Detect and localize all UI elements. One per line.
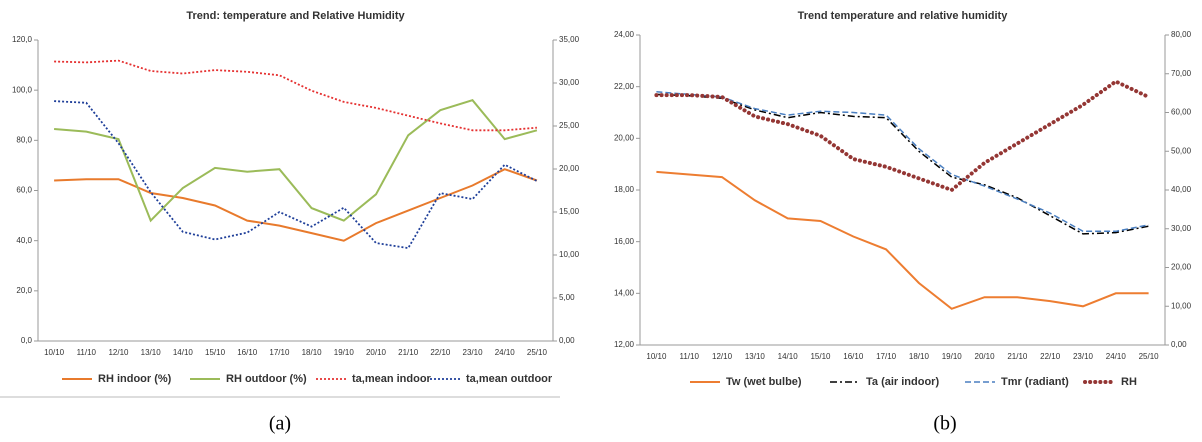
series-line [656, 170, 1149, 310]
series-line [656, 91, 1149, 233]
x-tick-label: 17/10 [269, 348, 290, 357]
series-line [54, 59, 537, 132]
y-tick-label: 30,00 [1171, 224, 1192, 233]
y-tick-label: 0,0 [21, 336, 33, 345]
y-tick-label: 5,00 [559, 293, 575, 302]
x-tick-label: 10/10 [44, 348, 65, 357]
y-tick-label: 10,00 [1171, 301, 1192, 310]
legend-label: Tmr (radiant) [1001, 376, 1069, 388]
y-tick-label: 25,00 [559, 121, 580, 130]
x-tick-label: 14/10 [778, 352, 799, 361]
y-tick-label: 24,00 [614, 30, 635, 39]
y-tick-label: 12,00 [614, 340, 635, 349]
y-tick-label: 60,0 [16, 186, 32, 195]
x-tick-label: 13/10 [141, 348, 162, 357]
y-tick-label: 20,00 [1171, 263, 1192, 272]
y-tick-label: 0,00 [559, 336, 575, 345]
chart-title: Trend temperature and relative humidity [798, 10, 1009, 22]
series-line [54, 100, 538, 250]
chart-title: Trend: temperature and Relative Humidity [186, 10, 405, 22]
x-tick-label: 22/10 [1040, 352, 1061, 361]
y-tick-label: 0,00 [1171, 340, 1187, 349]
x-tick-label: 16/10 [237, 348, 258, 357]
y-tick-label: 100,0 [12, 85, 33, 94]
x-tick-label: 15/10 [205, 348, 226, 357]
series-line [656, 93, 1149, 235]
x-tick-label: 18/10 [302, 348, 323, 357]
x-tick-label: 24/10 [495, 348, 516, 357]
y-tick-label: 20,00 [559, 164, 580, 173]
y-tick-label: 35,00 [559, 35, 580, 44]
x-tick-label: 17/10 [876, 352, 897, 361]
x-tick-label: 18/10 [909, 352, 930, 361]
y-tick-label: 20,00 [614, 133, 635, 142]
y-tick-label: 14,00 [614, 288, 635, 297]
x-tick-label: 12/10 [712, 352, 733, 361]
y-tick-label: 50,00 [1171, 146, 1192, 155]
series-line [654, 79, 1151, 193]
x-tick-label: 12/10 [108, 348, 129, 357]
y-tick-label: 15,00 [559, 207, 580, 216]
x-tick-label: 23/10 [1073, 352, 1094, 361]
x-tick-label: 14/10 [173, 348, 194, 357]
legend-label: ta,mean outdoor [466, 373, 553, 385]
x-tick-label: 13/10 [745, 352, 766, 361]
x-tick-label: 20/10 [975, 352, 996, 361]
y-tick-label: 120,0 [12, 35, 33, 44]
y-tick-label: 60,00 [1171, 108, 1192, 117]
x-tick-label: 25/10 [1139, 352, 1160, 361]
x-tick-label: 10/10 [646, 352, 667, 361]
caption: (a) [269, 413, 291, 435]
legend-label: RH indoor (%) [98, 373, 172, 385]
x-tick-label: 19/10 [942, 352, 963, 361]
legend-label: RH outdoor (%) [226, 373, 307, 385]
x-tick-label: 21/10 [1007, 352, 1028, 361]
y-tick-label: 80,00 [1171, 30, 1192, 39]
series-line [54, 168, 538, 242]
x-tick-label: 22/10 [430, 348, 451, 357]
x-tick-label: 15/10 [810, 352, 831, 361]
x-tick-label: 11/10 [680, 352, 700, 361]
x-tick-label: 20/10 [366, 348, 387, 357]
x-tick-label: 23/10 [463, 348, 484, 357]
y-tick-label: 40,0 [16, 236, 32, 245]
y-tick-label: 30,00 [559, 78, 580, 87]
legend-label: RH [1121, 376, 1137, 388]
y-tick-label: 18,00 [614, 185, 635, 194]
y-tick-label: 16,00 [614, 237, 635, 246]
legend-label: Ta (air indoor) [866, 376, 939, 388]
caption: (b) [933, 413, 956, 435]
x-tick-label: 16/10 [843, 352, 864, 361]
y-tick-label: 80,0 [16, 135, 32, 144]
x-tick-label: 21/10 [398, 348, 419, 357]
x-tick-label: 11/10 [77, 348, 97, 357]
y-tick-label: 20,0 [16, 286, 32, 295]
series-line [54, 99, 538, 223]
y-tick-label: 70,00 [1171, 69, 1192, 78]
x-tick-label: 24/10 [1106, 352, 1127, 361]
y-tick-label: 10,00 [559, 250, 580, 259]
x-tick-label: 19/10 [334, 348, 355, 357]
legend-label: ta,mean indoor [352, 373, 432, 385]
x-tick-label: 25/10 [527, 348, 548, 357]
legend-label: Tw (wet bulbe) [726, 376, 802, 388]
y-tick-label: 40,00 [1171, 185, 1192, 194]
y-tick-label: 22,00 [614, 82, 635, 91]
